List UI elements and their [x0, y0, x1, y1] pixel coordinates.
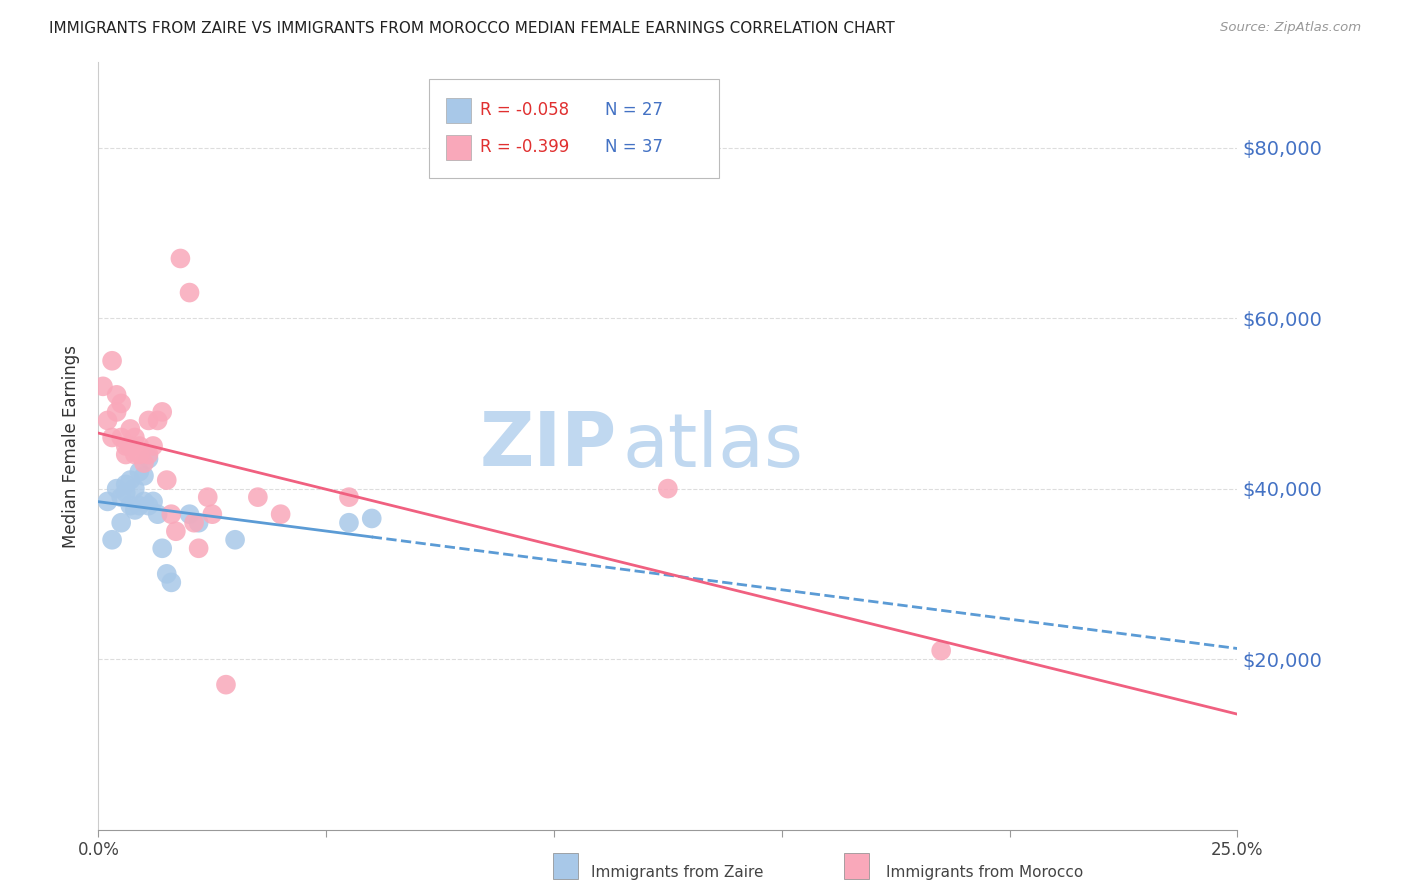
Bar	[553, 854, 578, 879]
Point	[142, 439, 165, 453]
Point	[128, 499, 150, 513]
Point	[124, 430, 146, 444]
Point	[114, 486, 136, 500]
Point	[105, 482, 128, 496]
Point	[124, 448, 146, 462]
Point	[124, 482, 146, 496]
Point	[138, 451, 160, 466]
FancyBboxPatch shape	[446, 135, 471, 160]
Text: R = -0.399: R = -0.399	[479, 138, 569, 156]
Point	[215, 678, 238, 692]
Point	[224, 533, 246, 547]
Point	[197, 490, 219, 504]
Point	[91, 379, 114, 393]
Point	[142, 494, 165, 508]
Point	[128, 448, 150, 462]
Point	[120, 499, 142, 513]
Point	[120, 473, 142, 487]
Point	[187, 541, 209, 556]
Point	[337, 516, 360, 530]
Point	[114, 448, 136, 462]
Text: N = 27: N = 27	[605, 102, 664, 120]
Point	[337, 490, 360, 504]
Text: Source: ZipAtlas.com: Source: ZipAtlas.com	[1220, 21, 1361, 34]
Point	[246, 490, 269, 504]
Point	[120, 422, 142, 436]
Point	[146, 413, 169, 427]
Point	[101, 353, 124, 368]
Point	[110, 430, 132, 444]
Point	[138, 413, 160, 427]
Point	[96, 494, 118, 508]
Point	[132, 468, 155, 483]
Point	[114, 439, 136, 453]
Text: atlas: atlas	[623, 409, 803, 483]
Point	[201, 507, 224, 521]
FancyBboxPatch shape	[429, 79, 718, 178]
Point	[169, 252, 191, 266]
Text: R = -0.058: R = -0.058	[479, 102, 569, 120]
Point	[146, 507, 169, 521]
Point	[105, 388, 128, 402]
Point	[110, 516, 132, 530]
Point	[132, 456, 155, 470]
Point	[156, 473, 179, 487]
Point	[124, 503, 146, 517]
Y-axis label: Median Female Earnings: Median Female Earnings	[62, 344, 80, 548]
Point	[165, 524, 187, 539]
Text: Immigrants from Morocco: Immigrants from Morocco	[886, 865, 1083, 880]
Point	[138, 448, 160, 462]
Point	[114, 477, 136, 491]
Point	[132, 494, 155, 508]
Point	[270, 507, 292, 521]
Point	[160, 575, 183, 590]
Point	[101, 430, 124, 444]
Point	[150, 405, 173, 419]
Bar	[844, 854, 869, 879]
Point	[160, 507, 183, 521]
Point	[187, 516, 209, 530]
Text: IMMIGRANTS FROM ZAIRE VS IMMIGRANTS FROM MOROCCO MEDIAN FEMALE EARNINGS CORRELAT: IMMIGRANTS FROM ZAIRE VS IMMIGRANTS FROM…	[49, 21, 896, 36]
Point	[110, 396, 132, 410]
Point	[105, 405, 128, 419]
Text: ZIP: ZIP	[479, 409, 617, 483]
Point	[96, 413, 118, 427]
Text: N = 37: N = 37	[605, 138, 664, 156]
Point	[360, 511, 382, 525]
Point	[183, 516, 205, 530]
Point	[179, 507, 201, 521]
Point	[110, 490, 132, 504]
Point	[101, 533, 124, 547]
Point	[138, 499, 160, 513]
Point	[128, 439, 150, 453]
Point	[929, 643, 952, 657]
Point	[150, 541, 173, 556]
Point	[156, 566, 179, 581]
FancyBboxPatch shape	[446, 98, 471, 123]
Point	[179, 285, 201, 300]
Text: Immigrants from Zaire: Immigrants from Zaire	[591, 865, 763, 880]
Point	[657, 482, 679, 496]
Point	[120, 439, 142, 453]
Point	[128, 465, 150, 479]
